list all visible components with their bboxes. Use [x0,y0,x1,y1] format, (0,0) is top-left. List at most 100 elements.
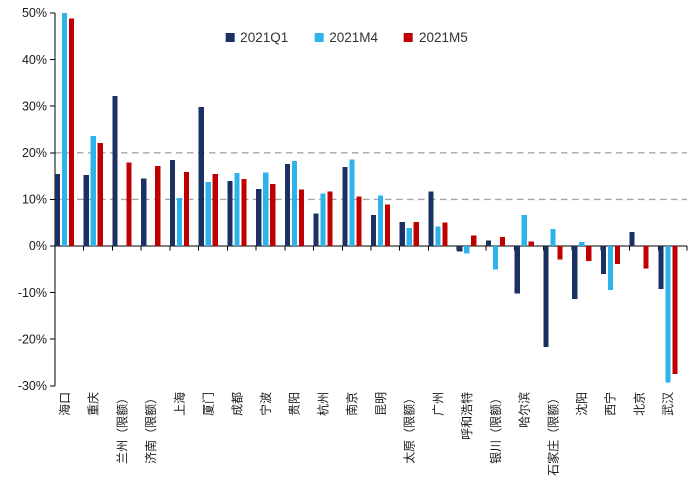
bar-济南（限额）-2021M5 [155,165,161,246]
y-axis-tick-label: -10% [18,286,47,300]
x-axis-label: 南京 [344,392,359,416]
y-axis-tick-label: 50% [22,6,47,20]
bar-广州-2021M4 [435,226,441,246]
bar-呼和浩特-2021Q1 [457,246,463,252]
bar-南京-2021Q1 [342,167,348,246]
bar-宁波-2021M5 [270,184,276,246]
x-axis-label: 沈阳 [574,392,589,416]
x-axis-label: 太原（限额） [402,392,417,464]
bar-海口-2021M5 [69,18,75,247]
bar-广州-2021Q1 [428,191,434,246]
legend-item-2021m4: 2021M4 [314,30,378,45]
bar-哈尔滨-2021Q1 [514,246,520,294]
legend-label-2021q1: 2021Q1 [240,30,289,45]
x-axis-label: 海口 [57,392,72,416]
bar-呼和浩特-2021M5 [471,235,477,246]
y-axis-tick-label: 30% [22,99,47,113]
x-axis-label: 武汉 [661,392,675,416]
bar-杭州-2021M4 [320,193,326,246]
bar-上海-2021M5 [183,171,190,246]
x-axis-label: 呼和浩特 [459,392,474,440]
x-axis-label: 哈尔滨 [517,392,532,428]
x-axis-label: 贵阳 [288,392,302,416]
x-axis-label: 昆明 [374,392,388,416]
bar-太原（限额）-2021M4 [406,227,412,246]
bar-昆明-2021M5 [385,204,391,246]
bar-杭州-2021M5 [327,191,333,246]
bar-昆明-2021Q1 [371,214,377,246]
y-axis-tick-label: 0% [29,239,47,253]
bar-武汉-2021M4 [665,246,671,383]
x-axis-label: 宁波 [258,392,273,416]
bar-成都-2021Q1 [227,181,233,246]
x-axis-label: 重庆 [87,392,101,416]
bar-石家庄（限额）-2021M4 [550,228,556,246]
bar-厦门-2021Q1 [198,107,204,246]
bar-沈阳-2021M5 [586,246,592,261]
bar-成都-2021M5 [241,178,247,246]
bar-海口-2021M4 [62,13,68,246]
bar-贵阳-2021Q1 [284,163,291,246]
bar-武汉-2021Q1 [658,246,664,289]
bar-上海-2021Q1 [169,159,176,246]
bar-兰州（限额）-2021Q1 [112,95,118,246]
bar-银川（限额）-2021Q1 [485,240,492,246]
bar-银川（限额）-2021M5 [499,237,506,246]
bar-哈尔滨-2021M4 [521,215,527,246]
y-axis-tick-label: 10% [22,193,47,207]
x-axis-label: 上海 [172,392,187,416]
bar-重庆-2021M5 [97,143,103,246]
legend-swatch-2021q1 [225,33,235,42]
x-axis-label: 济南（限额） [143,392,158,464]
bar-济南（限额）-2021Q1 [141,178,147,246]
bar-厦门-2021M4 [205,182,211,246]
bar-兰州（限额）-2021M5 [126,162,132,246]
x-axis-label: 成都 [230,392,244,416]
y-axis-tick-label: -20% [18,332,47,346]
x-axis-label: 兰州（限额） [115,392,129,464]
x-axis-label: 石家庄（限额） [545,392,560,476]
x-axis-label: 厦门 [201,392,216,416]
legend-swatch-2021m5 [404,33,414,42]
bar-南京-2021M4 [349,159,355,246]
y-axis-tick-label: 20% [22,146,47,160]
legend-item-2021q1: 2021Q1 [225,30,288,45]
y-axis-tick-label: 40% [22,53,47,67]
bar-北京-2021M5 [643,246,649,269]
bar-石家庄（限额）-2021Q1 [543,246,549,348]
bar-海口-2021Q1 [55,173,61,246]
legend-label-2021m5: 2021M5 [419,30,468,45]
legend-item-2021m5: 2021M5 [404,30,468,45]
bar-成都-2021M4 [234,172,240,246]
bar-重庆-2021M4 [90,136,96,246]
bar-杭州-2021Q1 [313,213,319,246]
x-axis-label: 广州 [431,392,445,416]
bar-重庆-2021Q1 [83,175,89,246]
bar-北京-2021Q1 [629,232,635,246]
bar-武汉-2021M5 [672,246,678,375]
bar-银川（限额）-2021M4 [492,246,499,270]
bar-昆明-2021M4 [378,195,384,246]
bar-哈尔滨-2021M5 [528,241,534,246]
bar-厦门-2021M5 [212,173,218,246]
bar-贵阳-2021M4 [291,161,298,246]
legend-swatch-2021m4 [314,33,324,42]
bar-沈阳-2021Q1 [572,246,578,300]
bar-沈阳-2021M4 [579,241,585,246]
bar-太原（限额）-2021M5 [413,221,419,246]
bar-广州-2021M5 [442,222,448,246]
bar-石家庄（限额）-2021M5 [557,246,563,260]
bar-太原（限额）-2021Q1 [399,221,405,246]
y-axis-tick-label: -30% [18,379,47,393]
bar-宁波-2021Q1 [256,189,262,246]
bar-呼和浩特-2021M4 [464,246,470,254]
x-axis-label: 北京 [632,392,646,416]
bar-西宁-2021M4 [607,246,614,290]
x-axis-label: 杭州 [315,392,330,416]
bar-上海-2021M4 [176,198,183,246]
legend: 2021Q1 2021M4 2021M5 [225,30,468,45]
bar-西宁-2021Q1 [600,246,607,274]
bar-贵阳-2021M5 [298,189,305,246]
